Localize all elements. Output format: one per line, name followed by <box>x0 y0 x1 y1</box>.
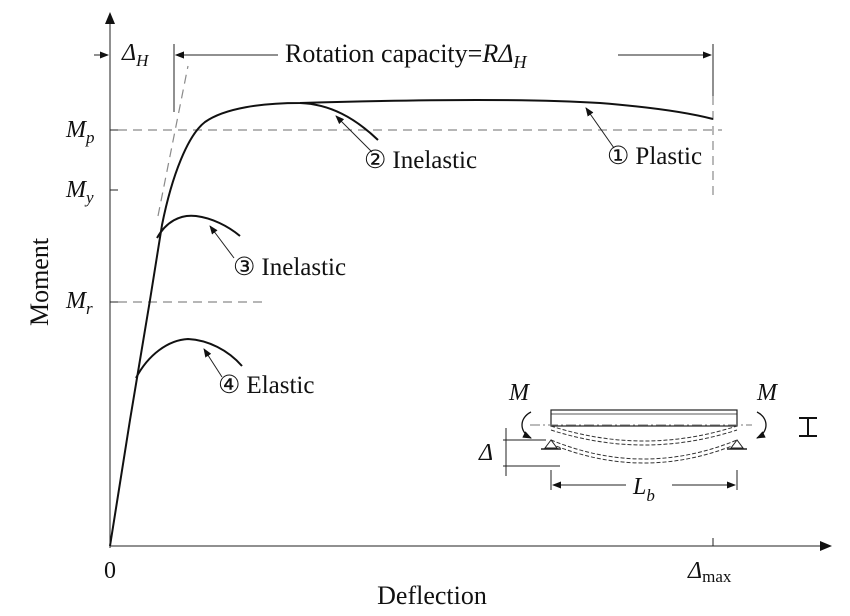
curve-3-label: ③ Inelastic <box>233 254 346 281</box>
lb-label: Lb <box>632 474 655 505</box>
mp-label: Mp <box>65 117 95 147</box>
curve-1-label: ① Plastic <box>607 143 702 170</box>
delta-h-label: ΔH <box>121 40 150 70</box>
x-max-label: Δmax <box>687 558 732 586</box>
deflected-beam-upper <box>550 425 738 442</box>
curve-1-plastic <box>109 98 714 547</box>
curve-4-leader <box>203 348 223 378</box>
mr-label: Mr <box>65 288 93 318</box>
left-moment-label: M <box>508 380 531 406</box>
x-axis-label: Deflection <box>377 581 487 610</box>
deflected-beam-upper-2 <box>550 429 738 446</box>
curve-2-inelastic <box>299 102 379 141</box>
deflected-beam-lower-2 <box>550 443 738 464</box>
curve-3-leader <box>209 225 235 259</box>
right-moment-label: M <box>756 380 779 406</box>
rotation-capacity-label: Rotation capacity=RΔH <box>285 39 527 72</box>
left-support <box>544 439 558 449</box>
curve-4-label: ④ Elastic <box>218 372 314 399</box>
plastic-extension-dashed-line <box>157 65 189 217</box>
origin-label: 0 <box>104 558 116 584</box>
my-label: My <box>65 177 94 207</box>
y-axis-label: Moment <box>25 237 54 326</box>
i-section-icon <box>799 417 817 437</box>
delta-label: Δ <box>478 440 493 466</box>
curve-2-leader <box>335 115 373 153</box>
right-support <box>730 439 744 449</box>
curve-4-elastic <box>135 337 243 379</box>
beam-body <box>550 409 738 427</box>
left-moment-arrow <box>521 411 532 439</box>
curve-2-label: ② Inelastic <box>364 147 477 174</box>
curve-1-leader <box>585 107 615 149</box>
right-moment-arrow <box>756 411 767 439</box>
curve-3-inelastic <box>156 214 241 239</box>
deflected-beam-lower <box>550 439 738 460</box>
beam-inset: M M Δ Lb <box>478 380 817 505</box>
